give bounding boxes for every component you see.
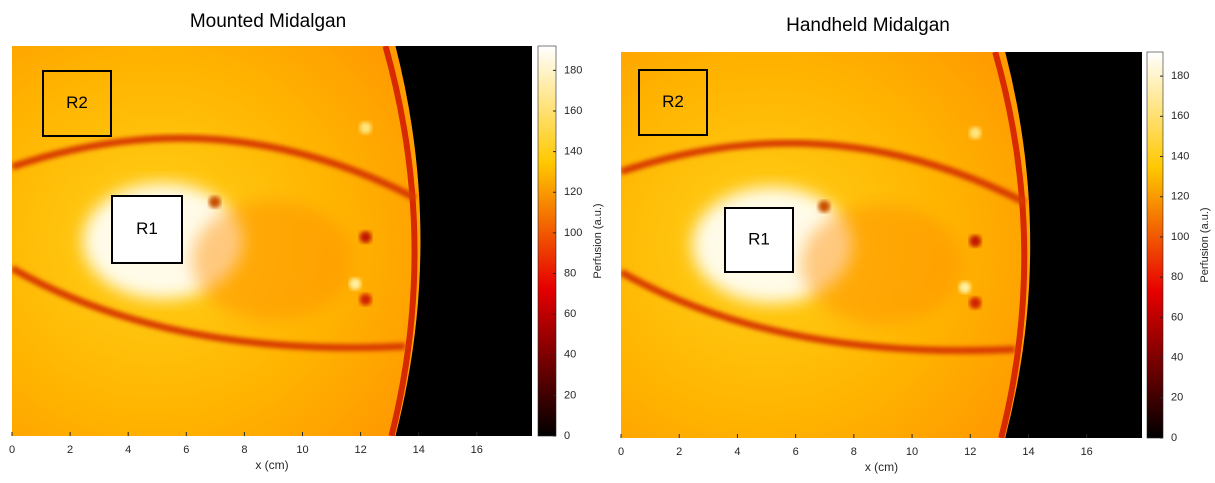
x-tick-label: 4 bbox=[734, 446, 740, 458]
figure: Mounted Midalgan R1 R2 0 2 4 6 8 10 12 14 16 x (cm) 0… bbox=[0, 0, 1215, 483]
spot bbox=[360, 294, 372, 306]
region-label: R1 bbox=[748, 229, 770, 248]
page: {"chart_data": [ {"type": "heatmap", "ti… bbox=[0, 0, 1215, 483]
colorbar-tick-label: 160 bbox=[1171, 110, 1189, 122]
warm-zone bbox=[802, 204, 962, 324]
image-content bbox=[12, 46, 532, 436]
colorbar-tick-label: 0 bbox=[564, 430, 570, 442]
colorbar bbox=[1147, 52, 1163, 438]
spot bbox=[360, 122, 372, 134]
x-tick-label: 8 bbox=[241, 444, 247, 456]
colorbar-tick-label: 20 bbox=[1171, 392, 1183, 404]
image: R1 R2 bbox=[12, 46, 532, 436]
x-tick-label: 10 bbox=[296, 444, 308, 456]
x-tick-label: 14 bbox=[1022, 446, 1034, 458]
colorbar-label: Perfusion (a.u.) bbox=[1199, 207, 1211, 282]
colorbar-label: Perfusion (a.u.) bbox=[592, 203, 604, 278]
colorbar-tick-label: 120 bbox=[564, 186, 582, 198]
spot bbox=[969, 127, 981, 139]
x-axis-label: x (cm) bbox=[255, 458, 288, 472]
x-tick-label: 0 bbox=[9, 444, 15, 456]
x-tick-label: 12 bbox=[354, 444, 366, 456]
colorbar-tick-label: 60 bbox=[1171, 311, 1183, 323]
x-tick-label: 16 bbox=[1081, 446, 1093, 458]
colorbar-tick-label: 140 bbox=[564, 146, 582, 158]
spot bbox=[360, 231, 372, 243]
spot bbox=[209, 196, 221, 208]
x-tick-label: 2 bbox=[676, 446, 682, 458]
chart-title: Handheld Midalgan bbox=[786, 15, 950, 36]
x-tick-label: 14 bbox=[413, 444, 425, 456]
x-axis-label: x (cm) bbox=[865, 460, 898, 474]
x-tick-label: 0 bbox=[618, 446, 624, 458]
colorbar-tick-label: 160 bbox=[564, 105, 582, 117]
spot bbox=[349, 278, 361, 290]
spot bbox=[959, 281, 971, 293]
colorbar-tick-label: 0 bbox=[1171, 432, 1177, 444]
colorbar-tick-label: 80 bbox=[1171, 271, 1183, 283]
chart-title: Mounted Midalgan bbox=[190, 11, 346, 32]
region-label: R2 bbox=[66, 93, 88, 112]
colorbar bbox=[538, 46, 556, 436]
warm-zone bbox=[192, 201, 352, 321]
colorbar-tick-label: 180 bbox=[564, 64, 582, 76]
colorbar-tick-label: 40 bbox=[1171, 351, 1183, 363]
x-tick-label: 4 bbox=[125, 444, 131, 456]
image: R1 R2 bbox=[621, 52, 1142, 438]
colorbar-tick-label: 100 bbox=[564, 227, 582, 239]
image-content bbox=[621, 52, 1142, 438]
colorbar-tick-label: 80 bbox=[564, 267, 576, 279]
region-label: R2 bbox=[662, 92, 684, 111]
spot bbox=[969, 235, 981, 247]
x-tick-label: 16 bbox=[471, 444, 483, 456]
colorbar-tick-label: 140 bbox=[1171, 150, 1189, 162]
colorbar-tick-label: 120 bbox=[1171, 191, 1189, 203]
x-tick-label: 10 bbox=[906, 446, 918, 458]
colorbar-tick-label: 100 bbox=[1171, 231, 1189, 243]
x-tick-label: 12 bbox=[964, 446, 976, 458]
x-tick-label: 2 bbox=[67, 444, 73, 456]
colorbar-tick-label: 60 bbox=[564, 308, 576, 320]
colorbar-tick-label: 40 bbox=[564, 349, 576, 361]
spot bbox=[818, 200, 830, 212]
colorbar-tick-label: 20 bbox=[564, 389, 576, 401]
region-label: R1 bbox=[136, 219, 158, 238]
x-tick-label: 6 bbox=[793, 446, 799, 458]
spot bbox=[969, 297, 981, 309]
x-tick-label: 6 bbox=[183, 444, 189, 456]
colorbar-tick-label: 180 bbox=[1171, 70, 1189, 82]
x-tick-label: 8 bbox=[851, 446, 857, 458]
